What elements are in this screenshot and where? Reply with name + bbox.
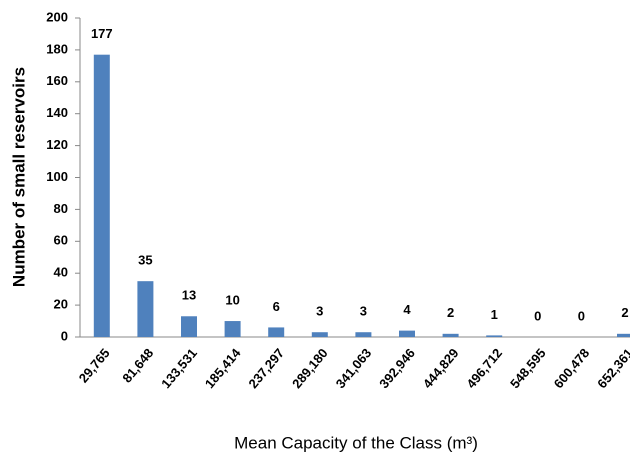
- y-tick-label: 60: [54, 233, 68, 248]
- x-tick-label: 81,648: [119, 345, 156, 385]
- data-label: 177: [91, 26, 113, 41]
- data-label: 4: [403, 302, 411, 317]
- bar: [137, 281, 154, 337]
- bar: [311, 332, 328, 337]
- data-label: 13: [182, 288, 196, 303]
- bar: [93, 54, 110, 338]
- x-tick-label: 185,414: [202, 345, 244, 391]
- bar: [399, 330, 415, 337]
- data-label: 6: [273, 299, 280, 314]
- data-label: 2: [447, 305, 454, 320]
- data-label: 35: [138, 253, 152, 268]
- y-tick-label: 120: [46, 137, 68, 152]
- x-tick-label: 289,180: [289, 345, 331, 391]
- bar: [224, 321, 241, 337]
- y-tick-label: 20: [54, 297, 68, 312]
- x-axis-label: Mean Capacity of the Class (m³): [234, 433, 478, 452]
- bar: [181, 316, 197, 337]
- data-label: 0: [578, 308, 585, 323]
- data-label: 2: [621, 305, 628, 320]
- y-tick-label: 200: [46, 9, 68, 24]
- bar: [268, 327, 285, 337]
- x-tick-label: 496,712: [463, 345, 505, 391]
- x-tick-label: 652,361: [594, 345, 630, 391]
- data-label: 0: [534, 308, 541, 323]
- y-tick-label: 140: [46, 105, 68, 120]
- data-label: 1: [491, 307, 498, 322]
- y-tick-label: 40: [54, 265, 68, 280]
- x-tick-label: 444,829: [420, 345, 462, 391]
- x-tick-label: 600,478: [551, 345, 593, 391]
- data-label: 10: [225, 292, 239, 307]
- y-tick-label: 80: [54, 201, 68, 216]
- bar: [442, 333, 459, 337]
- bar: [486, 335, 503, 337]
- y-tick-label: 160: [46, 73, 68, 88]
- data-label: 3: [316, 304, 323, 319]
- bar: [355, 332, 372, 337]
- x-tick-label: 548,595: [507, 345, 549, 391]
- x-tick-label: 341,063: [333, 345, 375, 391]
- x-tick-label: 392,946: [376, 345, 418, 391]
- bar: [617, 333, 630, 337]
- y-tick-label: 0: [61, 328, 68, 343]
- y-axis-label: Number of small reservoirs: [9, 67, 28, 287]
- y-tick-label: 100: [46, 169, 68, 184]
- x-tick-label: 29,765: [76, 345, 113, 385]
- data-label: 3: [360, 304, 367, 319]
- x-tick-label: 133,531: [158, 345, 200, 391]
- x-tick-label: 237,297: [245, 345, 287, 391]
- y-tick-label: 180: [46, 41, 68, 56]
